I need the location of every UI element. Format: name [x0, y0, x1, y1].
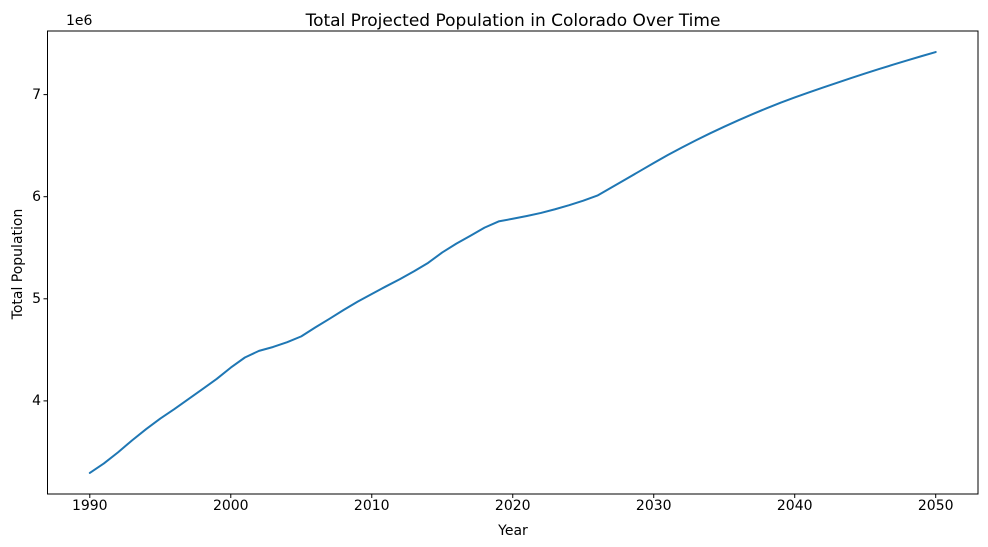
x-axis-label: Year [498, 523, 528, 539]
x-tick-label: 2030 [635, 498, 672, 514]
x-tick-label: 2000 [212, 498, 249, 514]
chart-title: Total Projected Population in Colorado O… [305, 11, 721, 31]
axes-spines [47, 30, 979, 495]
x-tick-label: 2050 [917, 498, 954, 514]
x-tick-label: 2040 [776, 498, 813, 514]
y-axis-label: Total Population [10, 208, 26, 320]
population-line-series [88, 51, 937, 474]
y-tick-label: 7 [32, 86, 41, 103]
x-tick-label: 2020 [494, 498, 531, 514]
y-tick-label: 4 [32, 392, 41, 409]
y-tick-label: 6 [32, 188, 41, 205]
y-axis-offset-label: 1e6 [66, 13, 93, 29]
y-tick-label: 5 [32, 290, 41, 307]
x-tick-label: 1990 [71, 498, 108, 514]
x-tick-label: 2010 [353, 498, 390, 514]
